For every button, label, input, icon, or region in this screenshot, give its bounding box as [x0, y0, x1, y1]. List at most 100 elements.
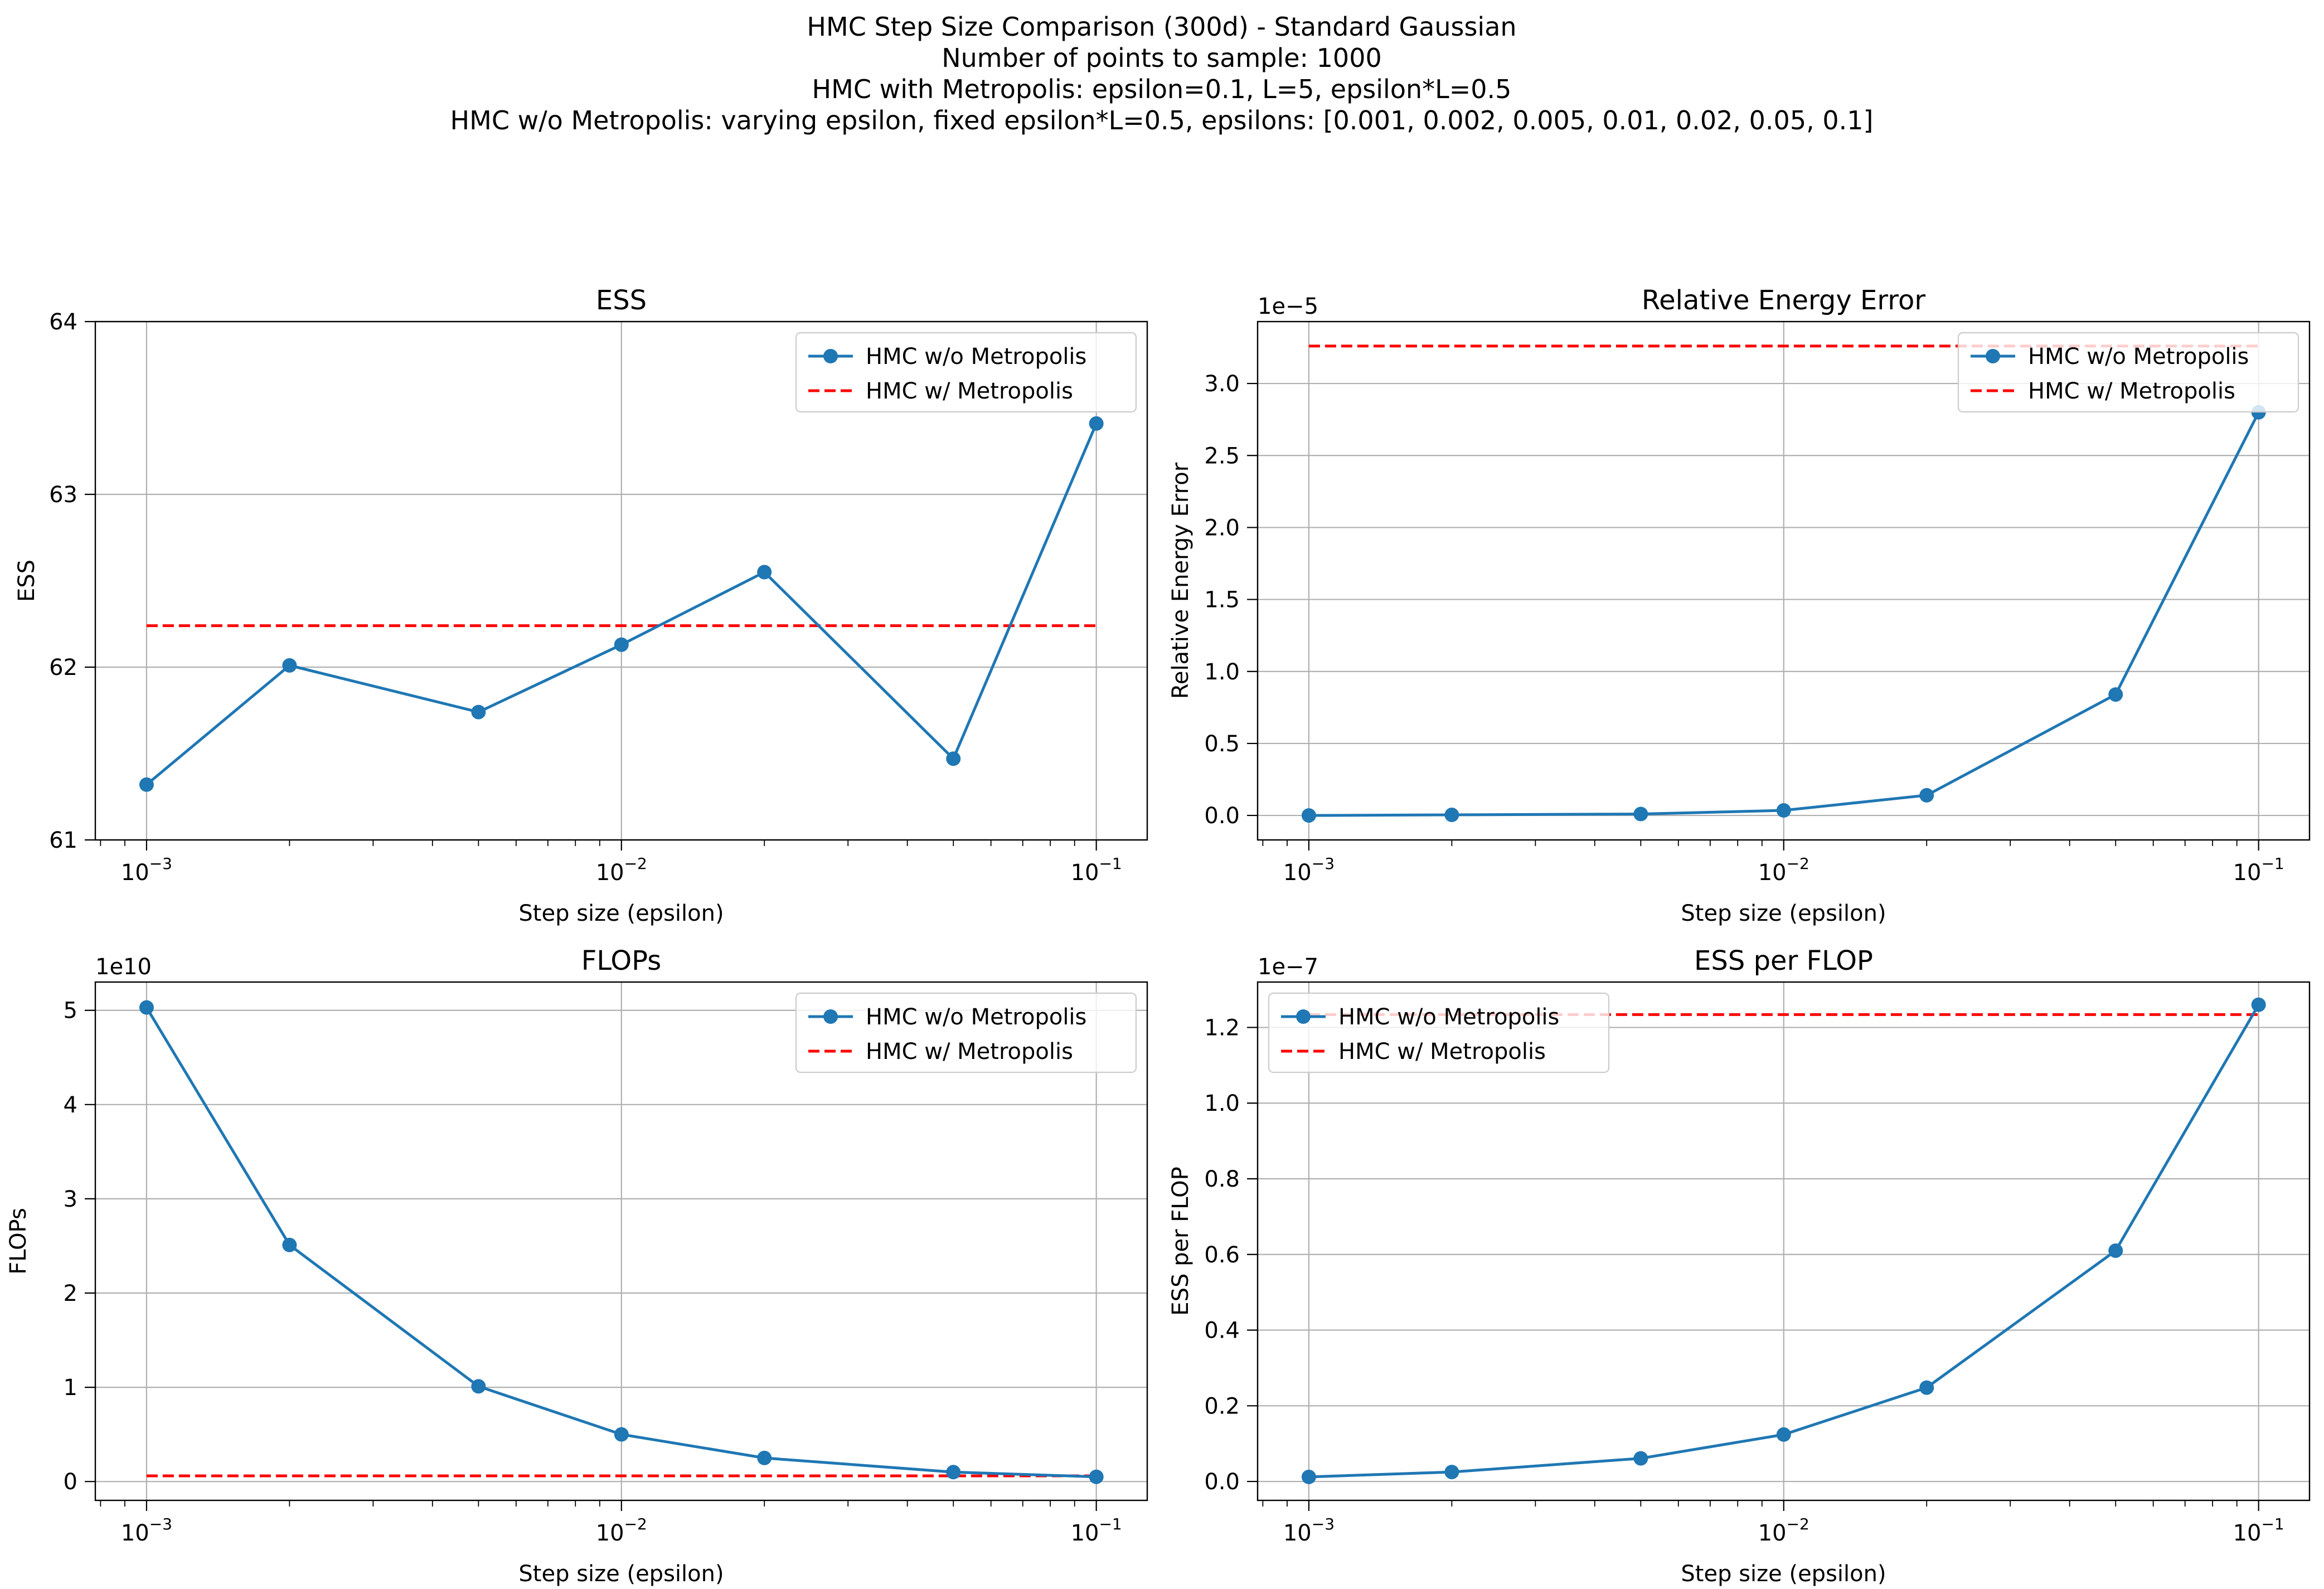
x-tick-label-exponent: −2 [1787, 854, 1809, 873]
data-point [757, 565, 772, 580]
x-tick-label: 10−3 [121, 1515, 172, 1546]
y-axis-label: ESS per FLOP [1168, 1167, 1193, 1315]
x-tick-label: 10−2 [1758, 854, 1809, 886]
legend-label-hmc-without-metropolis: HMC w/o Metropolis [866, 344, 1086, 370]
x-axis-label: Step size (epsilon) [518, 901, 724, 926]
data-point [1444, 808, 1459, 823]
y-tick-label: 0.2 [1204, 1393, 1240, 1419]
y-tick-label: 3.0 [1204, 371, 1240, 397]
data-point [1444, 1465, 1459, 1480]
y-tick-label: 1.5 [1204, 587, 1240, 613]
suptitle-line-1: HMC Step Size Comparison (300d) - Standa… [807, 12, 1516, 42]
x-tick-label-base: 10 [1758, 860, 1787, 886]
y-tick-label: 0.0 [1204, 1469, 1240, 1495]
y-tick-label: 64 [49, 309, 77, 335]
x-axis-label: Step size (epsilon) [518, 1561, 724, 1587]
y-axis-label: FLOPs [6, 1208, 31, 1275]
legend-label-hmc-without-metropolis: HMC w/o Metropolis [866, 1004, 1086, 1030]
x-tick-label-base: 10 [2233, 1520, 2262, 1546]
x-tick-label-exponent: −2 [624, 1515, 647, 1533]
x-tick-label: 10−1 [2233, 1515, 2284, 1546]
data-point [946, 751, 961, 766]
y-tick-label: 0 [64, 1469, 77, 1495]
x-tick-label-exponent: −1 [1099, 854, 1122, 873]
y-tick-label: 63 [49, 482, 77, 508]
suptitle-line-3: HMC with Metropolis: epsilon=0.1, L=5, e… [812, 74, 1512, 104]
data-point [1776, 803, 1791, 818]
data-point [282, 658, 297, 673]
axes-frame [1256, 981, 2311, 1501]
data-point [2108, 1243, 2123, 1258]
x-tick-label-exponent: −1 [2261, 1515, 2284, 1533]
x-tick-label-base: 10 [1283, 1520, 1312, 1546]
legend-label-hmc-with-metropolis: HMC w/ Metropolis [2028, 378, 2235, 404]
x-tick-label: 10−3 [121, 854, 172, 886]
x-tick-label-exponent: −1 [2261, 854, 2284, 873]
y-tick-label: 0.0 [1204, 803, 1240, 829]
x-tick-label: 10−3 [1283, 854, 1335, 886]
y-tick-label: 2.5 [1204, 443, 1240, 469]
y-tick-label: 2 [64, 1281, 77, 1306]
legend-label-hmc-without-metropolis: HMC w/o Metropolis [2028, 344, 2249, 370]
x-axis-label: Step size (epsilon) [1681, 1561, 1886, 1587]
data-point [139, 777, 154, 792]
x-tick-label-base: 10 [2233, 860, 2262, 886]
x-tick-label-exponent: −3 [149, 854, 172, 873]
y-tick-label: 4 [64, 1092, 77, 1118]
y-tick-label: 0.4 [1204, 1318, 1240, 1344]
data-point [471, 1379, 486, 1394]
legend: HMC w/o Metropolis HMC w/ Metropolis [795, 332, 1137, 413]
data-point [1633, 806, 1648, 822]
data-point [282, 1237, 297, 1252]
x-tick-label-base: 10 [1283, 860, 1312, 886]
y-tick-label: 1.2 [1204, 1015, 1240, 1041]
x-tick-label-exponent: −3 [1312, 854, 1335, 873]
data-point [1089, 416, 1104, 431]
legend-marker-hmc-without-metropolis [823, 349, 838, 363]
x-tick-label-base: 10 [596, 1520, 624, 1546]
suptitle-line-2: Number of points to sample: 1000 [942, 43, 1382, 73]
legend-label-hmc-with-metropolis: HMC w/ Metropolis [866, 1039, 1073, 1065]
y-offset-text: 1e−5 [1258, 294, 1318, 319]
x-tick-label: 10−1 [1071, 854, 1122, 886]
legend-label-hmc-without-metropolis: HMC w/o Metropolis [1338, 1004, 1559, 1030]
x-tick-label: 10−2 [596, 1515, 647, 1546]
x-tick-label-base: 10 [1071, 1520, 1099, 1546]
y-axis-label: ESS [14, 560, 40, 602]
data-point [1633, 1451, 1648, 1466]
x-axis-label: Step size (epsilon) [1681, 901, 1886, 926]
y-tick-label: 1 [64, 1375, 77, 1401]
y-offset-text: 1e−7 [1258, 954, 1318, 980]
x-tick-label-base: 10 [1758, 1520, 1787, 1546]
data-point [2108, 687, 2123, 702]
x-tick-label: 10−1 [2233, 854, 2284, 886]
y-offset-text: 1e10 [95, 954, 152, 980]
axes-frame [94, 981, 1148, 1501]
data-point [1919, 1380, 1934, 1395]
x-tick-label-exponent: −1 [1099, 1515, 1122, 1533]
legend-marker-hmc-without-metropolis [823, 1009, 838, 1024]
legend-box [1268, 992, 1610, 1073]
legend-marker-hmc-without-metropolis [1296, 1009, 1311, 1024]
x-tick-label-base: 10 [596, 860, 624, 886]
data-point [614, 1427, 629, 1442]
x-tick-label-base: 10 [121, 1520, 149, 1546]
data-point [1919, 788, 1934, 803]
data-point [139, 1000, 154, 1015]
x-tick-label-exponent: −3 [1312, 1515, 1335, 1533]
y-axis-label: Relative Energy Error [1168, 462, 1193, 699]
axes-frame [94, 320, 1148, 841]
legend-label-hmc-with-metropolis: HMC w/ Metropolis [866, 378, 1073, 404]
y-tick-label: 62 [49, 655, 77, 681]
legend-label-hmc-with-metropolis: HMC w/ Metropolis [1338, 1039, 1546, 1065]
y-tick-label: 0.8 [1204, 1167, 1240, 1192]
data-point [1301, 1469, 1316, 1484]
x-tick-label-exponent: −2 [624, 854, 647, 873]
data-point [1089, 1469, 1104, 1484]
